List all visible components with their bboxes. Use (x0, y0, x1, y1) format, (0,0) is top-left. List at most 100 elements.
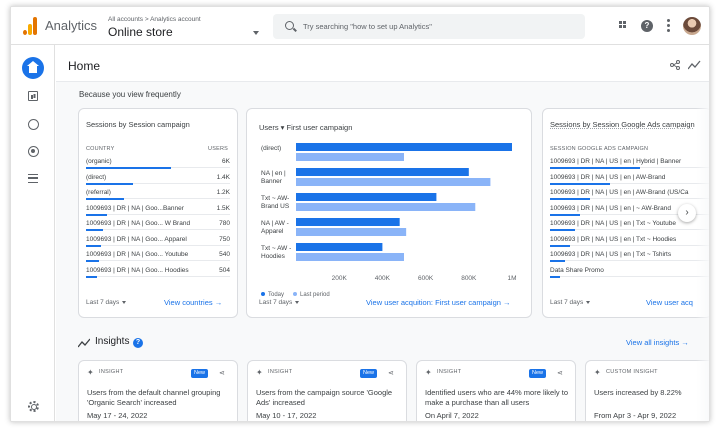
date-range-selector[interactable]: Last 7 days (86, 299, 127, 306)
bar-today (296, 243, 383, 251)
table-row[interactable]: Data Share Promo (550, 265, 709, 281)
row-track (86, 244, 230, 246)
main-content: Home Because you view frequently Session… (56, 46, 709, 421)
nav-explore[interactable] (22, 113, 44, 135)
nav-home[interactable] (22, 57, 44, 79)
row-proportion-bar (86, 260, 99, 262)
row-track (86, 275, 230, 277)
row-proportion-bar (86, 198, 125, 200)
insight-type: CUSTOM INSIGHT (606, 369, 658, 375)
share-icon[interactable]: ⋖ (557, 370, 563, 377)
row-proportion-bar (86, 213, 108, 216)
bar-last-period (296, 178, 491, 186)
search-input[interactable] (303, 19, 573, 34)
row-label: 1009693 | DR | NA | Goo...Banner (86, 204, 184, 212)
top-bar: Analytics All accounts > Analytics accou… (11, 7, 709, 45)
card-title[interactable]: Users ▾ First user campaign (259, 123, 353, 132)
view-all-insights-link[interactable]: View all insights → (626, 338, 689, 347)
table-row[interactable]: 1009693 | DR | NA | US | en | AW-Brand (… (550, 187, 709, 203)
sparkle-icon: ✦ (425, 368, 432, 377)
row-proportion-bar (86, 182, 133, 185)
table-row[interactable]: 1009693 | DR | NA | Goo...Banner 1.5K (86, 203, 230, 219)
category-label: Brand US (261, 203, 290, 210)
carousel-next-button[interactable]: › (678, 204, 696, 222)
chevron-down-icon[interactable] (253, 31, 259, 35)
users-bar-chart: (direct) NA | en |Banner Txt ~ AW-Brand US… (261, 143, 517, 298)
insight-card[interactable]: ✦ INSIGHT New ⋖ Identified users who are 44%… (416, 360, 576, 421)
help-icon[interactable]: ? (133, 338, 143, 348)
legend-swatch (293, 292, 297, 296)
view-countries-link[interactable]: View countries → (164, 298, 223, 307)
category-label: NA | en | (261, 170, 286, 177)
row-track (86, 198, 230, 199)
category-label: Hoodies (261, 253, 286, 260)
table-row[interactable]: 1009693 | DR | NA | US | en | Txt ~ Tshi… (550, 249, 709, 265)
row-proportion-bar (550, 213, 580, 216)
bar-last-period (296, 228, 407, 236)
view-user-acquisition-link[interactable]: View user acquition: First user campaign… (366, 298, 511, 307)
table-row[interactable]: (referral) 1.2K (86, 187, 230, 203)
share-icon[interactable]: ⋖ (219, 370, 225, 377)
row-track (86, 229, 230, 230)
page-title: Home (68, 59, 101, 73)
row-proportion-bar (86, 229, 103, 231)
overflow-fade (696, 108, 709, 421)
nav-advertising[interactable] (22, 140, 44, 162)
reports-icon (28, 91, 38, 101)
view-user-acquisition-link[interactable]: View user acq (646, 298, 693, 307)
section-label: Because you view frequently (79, 90, 181, 99)
share-icon[interactable]: ⋖ (388, 370, 394, 377)
table-row[interactable]: 1009693 | DR | NA | US | en | Txt ~ Yout… (550, 218, 709, 234)
page-header: Home (56, 46, 709, 82)
row-label: Data Share Promo (550, 266, 604, 274)
breadcrumb[interactable]: All accounts > Analytics account (108, 16, 201, 23)
insight-card[interactable]: ✦ CUSTOM INSIGHT Users increased by 8.22% F… (585, 360, 709, 421)
insight-type: INSIGHT (437, 369, 462, 375)
new-badge: New (191, 369, 209, 378)
row-track (550, 182, 709, 184)
insight-card[interactable]: ✦ INSIGHT New ⋖ Users from the campaign sour… (247, 360, 407, 421)
table-row[interactable]: (organic) 6K (86, 156, 230, 172)
date-range-selector[interactable]: Last 7 days (259, 299, 300, 306)
help-icon[interactable]: ? (641, 20, 653, 32)
share-icon[interactable] (670, 60, 680, 70)
table-row[interactable]: (direct) 1.4K (86, 172, 230, 188)
new-badge: New (529, 369, 547, 378)
nav-reports[interactable] (22, 85, 44, 107)
search-bar[interactable] (273, 14, 585, 39)
table-row[interactable]: 1009693 | DR | NA | US | en | Hybrid | B… (550, 156, 709, 172)
nav-configure[interactable] (22, 167, 44, 189)
x-tick-label: 400K (375, 275, 391, 282)
legend-swatch (261, 292, 265, 296)
row-value: 540 (219, 251, 230, 258)
product-name: Analytics (45, 18, 98, 33)
row-label: 1009693 | DR | NA | Goo... Apparel (86, 235, 187, 243)
more-vert-icon[interactable] (667, 19, 670, 33)
row-track (550, 213, 709, 215)
property-selector[interactable]: Online store (108, 25, 173, 39)
row-proportion-bar (86, 244, 102, 247)
table-row[interactable]: 1009693 | DR | NA | Goo... W Brand 780 (86, 218, 230, 234)
table-row[interactable]: 1009693 | DR | NA | US | en | ~ AW-Brand (550, 203, 709, 219)
table-row[interactable]: 1009693 | DR | NA | Goo... Hoodies 504 (86, 265, 230, 281)
avatar[interactable] (683, 17, 701, 35)
insight-date: May 10 - 17, 2022 (256, 411, 317, 420)
insight-type: INSIGHT (268, 369, 293, 375)
nav-admin[interactable] (22, 395, 44, 417)
table-row[interactable]: 1009693 | DR | NA | Goo... Apparel 750 (86, 234, 230, 250)
sparkle-icon: ✦ (87, 368, 94, 377)
bar-last-period (296, 253, 404, 261)
row-track (550, 260, 709, 261)
gear-icon (27, 400, 39, 412)
row-value: 1.5K (216, 204, 230, 212)
insights-sparkline-icon[interactable] (688, 60, 701, 70)
table-row[interactable]: 1009693 | DR | NA | US | en | AW-Brand (550, 172, 709, 188)
table-row[interactable]: 1009693 | DR | NA | Goo... Youtube 540 (86, 249, 230, 265)
bar-today (296, 168, 469, 176)
analytics-logo-icon[interactable] (23, 17, 37, 35)
apps-grid-icon[interactable] (619, 21, 629, 31)
date-range-selector[interactable]: Last 7 days (550, 299, 591, 306)
card-title: Sessions by Session Google Ads campaign (550, 120, 695, 129)
table-row[interactable]: 1009693 | DR | NA | US | en | Txt ~ Hood… (550, 234, 709, 250)
insight-card[interactable]: ✦ INSIGHT New ⋖ Users from the default chann… (78, 360, 238, 421)
